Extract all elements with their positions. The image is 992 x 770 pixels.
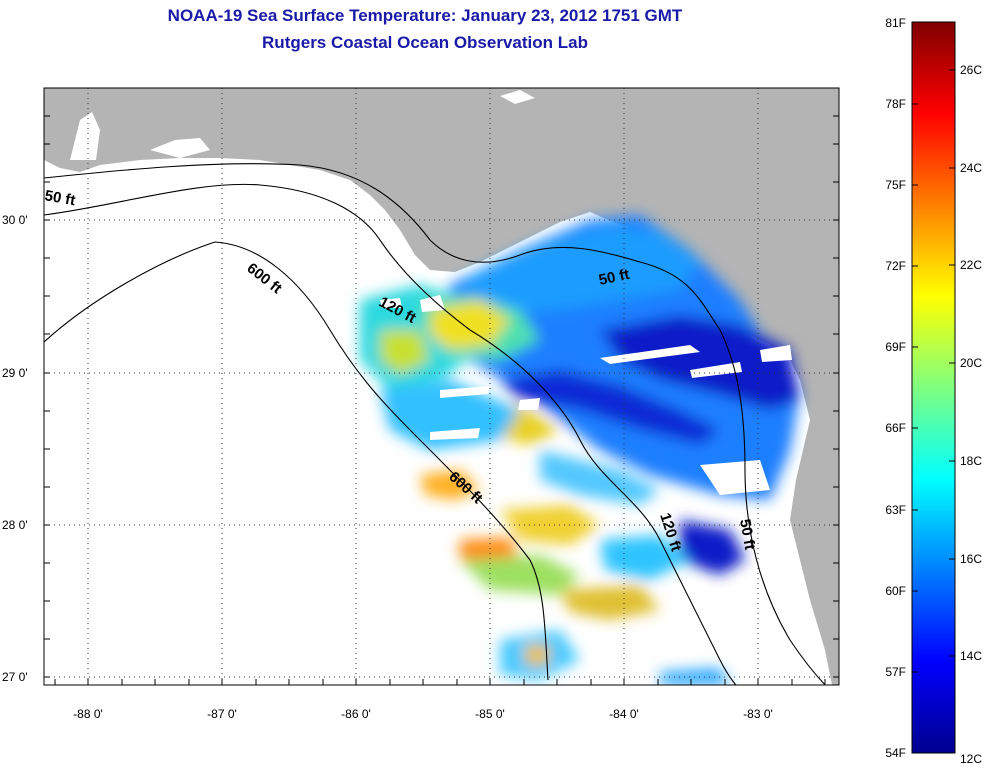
colorbar-c-label: 12C <box>960 752 982 766</box>
lat-label: 30 0' <box>2 213 28 227</box>
contour-label-50ft-west: 50 ft <box>43 187 76 209</box>
colorbar-f-label: 57F <box>885 665 906 679</box>
contour-label-50ft-east: 50 ft <box>597 266 631 289</box>
colorbar-ticks <box>912 69 955 673</box>
bay-water <box>70 112 100 160</box>
lon-label: -85 0' <box>475 707 505 721</box>
colorbar-f-label: 69F <box>885 340 906 354</box>
title-line-2: Rutgers Coastal Ocean Observation Lab <box>262 33 588 52</box>
lat-label: 28 0' <box>2 518 28 532</box>
colorbar-c-label: 24C <box>960 161 982 175</box>
colorbar-c-label: 18C <box>960 454 982 468</box>
colorbar-f-label: 72F <box>885 259 906 273</box>
lon-label: -88 0' <box>73 707 103 721</box>
bay-water <box>500 90 535 104</box>
colorbar-f-label: 75F <box>885 178 906 192</box>
colorbar-c-label: 14C <box>960 649 982 663</box>
colorbar-c-label: 16C <box>960 552 982 566</box>
cloud-gaps <box>380 295 792 495</box>
lon-label: -87 0' <box>207 707 237 721</box>
colorbar-c-label: 26C <box>960 63 982 77</box>
contour-label-50ft-south: 50 ft <box>736 518 758 551</box>
axis-ticks <box>44 115 839 685</box>
bay-water <box>150 138 210 158</box>
bathymetry-contours <box>44 163 826 685</box>
lon-label: -86 0' <box>341 707 371 721</box>
lat-label: 29 0' <box>2 366 28 380</box>
colorbar-f-label: 63F <box>885 503 906 517</box>
lat-label: 27 0' <box>2 670 28 684</box>
colorbar-f-label: 81F <box>885 16 906 30</box>
colorbar-f-label: 78F <box>885 97 906 111</box>
colorbar <box>911 21 956 754</box>
colorbar-f-label: 60F <box>885 584 906 598</box>
colorbar-f-label: 54F <box>885 746 906 760</box>
colorbar-c-label: 20C <box>960 356 982 370</box>
lon-label: -83 0' <box>743 707 773 721</box>
colorbar-f-label: 66F <box>885 421 906 435</box>
title-line-1: NOAA-19 Sea Surface Temperature: January… <box>167 6 683 25</box>
colorbar-c-label: 22C <box>960 258 982 272</box>
lon-label: -84 0' <box>609 707 639 721</box>
